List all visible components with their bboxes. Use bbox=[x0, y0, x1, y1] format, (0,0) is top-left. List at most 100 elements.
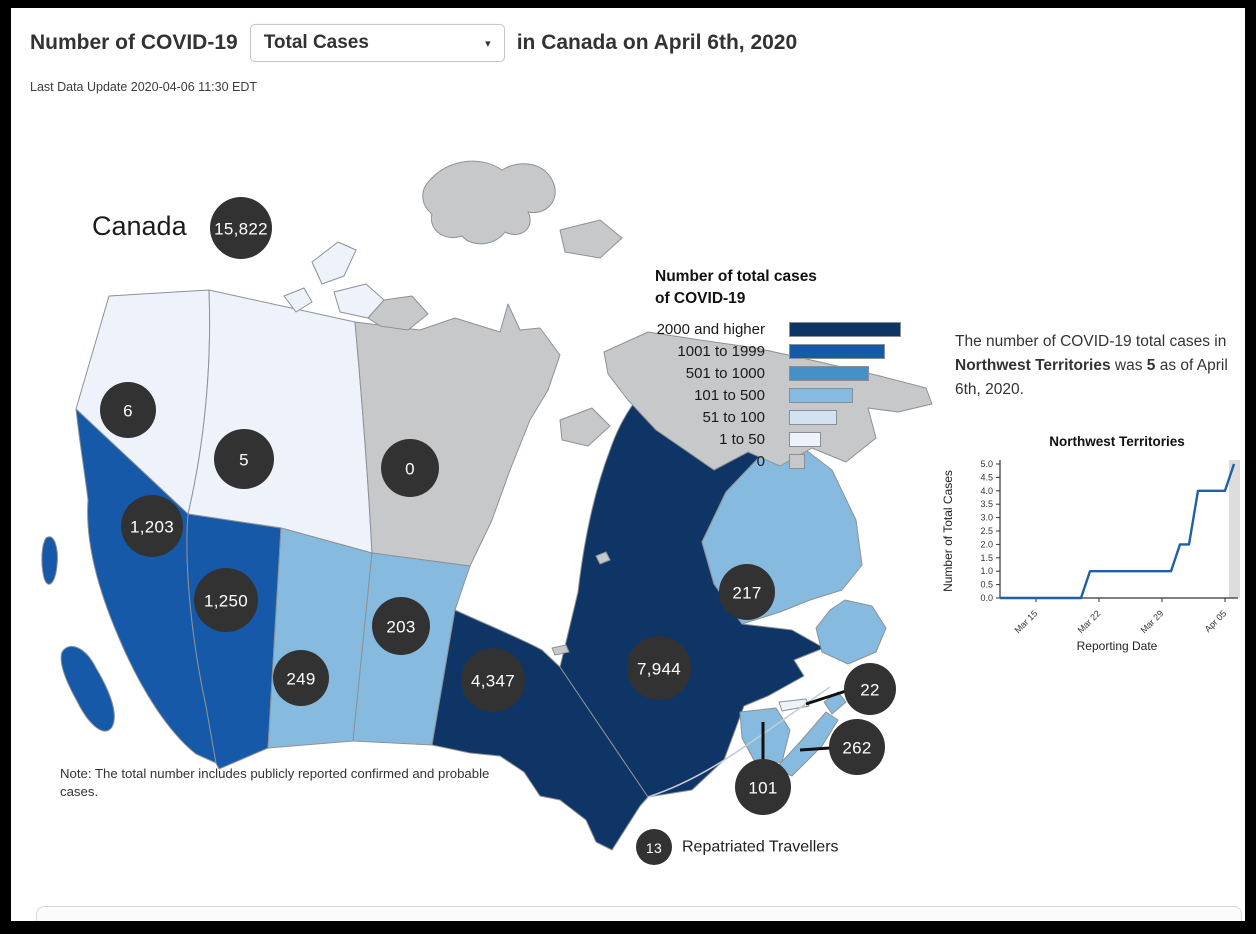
y-tick-label: 1.0 bbox=[980, 566, 993, 576]
metric-dropdown[interactable]: Total Cases ▾ bbox=[249, 24, 505, 62]
bubble-circle[interactable] bbox=[636, 829, 672, 865]
bubble-manitoba[interactable]: 203 bbox=[372, 597, 430, 655]
bubble-value: 4,347 bbox=[471, 672, 515, 691]
y-tick-label: 3.5 bbox=[980, 499, 993, 509]
bubble-circle[interactable] bbox=[210, 197, 272, 259]
bubble-value: 262 bbox=[842, 739, 871, 758]
chart-title: Northwest Territories bbox=[1049, 434, 1185, 449]
bubble-quebec[interactable]: 7,944 bbox=[627, 636, 691, 700]
y-tick-label: 3.0 bbox=[980, 513, 993, 523]
region-akimiski-island[interactable] bbox=[551, 644, 570, 656]
region-southampton-island[interactable] bbox=[559, 407, 611, 447]
bubble-newfoundland-and-labrador[interactable]: 217 bbox=[719, 564, 775, 620]
bubble-prince-edward-island[interactable]: 22 bbox=[805, 663, 896, 715]
bubble-circle[interactable] bbox=[121, 495, 183, 557]
st-lawrence-river bbox=[647, 686, 831, 798]
region-baffin-island[interactable] bbox=[603, 331, 933, 471]
bubble-british-columbia[interactable]: 1,203 bbox=[121, 495, 183, 557]
bubble-alberta[interactable]: 1,250 bbox=[194, 568, 258, 632]
repatriated-travellers-label: Repatriated Travellers bbox=[682, 839, 839, 856]
bubble-value: 13 bbox=[646, 840, 662, 856]
bubble-value: 249 bbox=[286, 670, 315, 689]
bubble-value: 15,822 bbox=[214, 220, 268, 239]
bubble-new-brunswick[interactable]: 101 bbox=[735, 722, 791, 815]
region-belcher-islands[interactable] bbox=[595, 551, 611, 565]
bubble-value: 203 bbox=[386, 618, 415, 637]
bubble-circle[interactable] bbox=[194, 568, 258, 632]
bubble-value: 22 bbox=[860, 681, 880, 700]
bubble-circle[interactable] bbox=[214, 429, 274, 489]
last-update-text: Last Data Update 2020-04-06 11:30 EDT bbox=[30, 80, 257, 94]
legend-swatch bbox=[789, 432, 821, 448]
legend-item-label: 51 to 100 bbox=[702, 409, 765, 427]
title-suffix: in Canada on April 6th, 2020 bbox=[516, 31, 798, 54]
x-tick-label: Mar 22 bbox=[1076, 608, 1103, 635]
y-tick-label: 2.5 bbox=[980, 526, 993, 536]
legend-swatch bbox=[789, 366, 869, 382]
country-total-label: Canada bbox=[92, 211, 187, 241]
region-arctic-archipelago[interactable] bbox=[422, 160, 556, 245]
bubble-circle[interactable] bbox=[100, 382, 156, 438]
bubble-saskatchewan[interactable]: 249 bbox=[273, 650, 329, 706]
legend-swatch bbox=[789, 388, 853, 404]
bubble-value: 6 bbox=[123, 402, 133, 421]
region-nwt-mainland[interactable] bbox=[187, 289, 373, 554]
chart-y-label: Number of Total Cases bbox=[941, 470, 955, 592]
y-tick-label: 4.0 bbox=[980, 486, 993, 496]
connector-line bbox=[799, 746, 831, 752]
region-pei[interactable] bbox=[778, 698, 810, 712]
bubble-value: 0 bbox=[405, 460, 415, 479]
bubble-circle[interactable] bbox=[829, 719, 885, 775]
bubble-circle[interactable] bbox=[844, 663, 896, 715]
region-newfoundland[interactable] bbox=[815, 599, 887, 665]
legend-item-label: 501 to 1000 bbox=[685, 365, 765, 383]
legend-item: 2000 and higher bbox=[630, 319, 960, 341]
x-tick-label: Mar 15 bbox=[1013, 608, 1040, 635]
bubble-value: 1,203 bbox=[130, 518, 174, 537]
bubble-circle[interactable] bbox=[735, 759, 791, 815]
chart-x-label: Reporting Date bbox=[1077, 639, 1158, 653]
bubble-ontario[interactable]: 4,347 bbox=[461, 648, 525, 712]
next-section-card[interactable] bbox=[36, 906, 1242, 921]
connector-line bbox=[805, 689, 847, 706]
y-tick-label: 0.0 bbox=[980, 593, 993, 603]
legend-item: 501 to 1000 bbox=[630, 363, 960, 385]
latest-date-band bbox=[1229, 460, 1240, 598]
region-nunavut-mainland[interactable] bbox=[354, 303, 561, 567]
bubble-repatriated-travellers[interactable]: 13 Repatriated Travellers bbox=[636, 829, 839, 865]
legend-swatch bbox=[789, 454, 805, 470]
bubble-canada[interactable]: 15,822 bbox=[210, 197, 272, 259]
region-devon-island[interactable] bbox=[559, 219, 623, 259]
bubble-circle[interactable] bbox=[627, 636, 691, 700]
legend-item: 101 to 500 bbox=[630, 385, 960, 407]
region-banks-island[interactable] bbox=[311, 241, 357, 285]
bubble-circle[interactable] bbox=[461, 648, 525, 712]
title-prefix: Number of COVID-19 bbox=[30, 31, 238, 54]
region-new-brunswick[interactable] bbox=[739, 707, 791, 765]
bubble-circle[interactable] bbox=[719, 564, 775, 620]
dashboard-page: Number of COVID-19 Total Cases ▾ in Cana… bbox=[11, 8, 1245, 921]
bubble-circle[interactable] bbox=[381, 439, 439, 497]
bubble-yukon[interactable]: 6 bbox=[100, 382, 156, 438]
region-vancouver-island[interactable] bbox=[60, 646, 115, 732]
region-nova-scotia[interactable] bbox=[775, 711, 839, 777]
region-summary-text: The number of COVID-19 total cases in No… bbox=[955, 332, 1228, 398]
bubble-circle[interactable] bbox=[372, 597, 430, 655]
region-prince-patrick-island[interactable] bbox=[283, 287, 313, 313]
y-tick-label: 0.5 bbox=[980, 580, 993, 590]
bubble-circle[interactable] bbox=[273, 650, 329, 706]
legend-item-label: 101 to 500 bbox=[694, 387, 765, 405]
legend-item-label: 0 bbox=[756, 453, 765, 471]
bubble-nunavut[interactable]: 0 bbox=[381, 439, 439, 497]
y-tick-label: 2.0 bbox=[980, 539, 993, 549]
map-legend: Number of total cases of COVID-19 2000 a… bbox=[630, 266, 960, 473]
legend-item-label: 1001 to 1999 bbox=[677, 343, 765, 361]
bubble-value: 1,250 bbox=[204, 592, 248, 611]
region-haida-gwaii[interactable] bbox=[41, 536, 58, 585]
region-victoria-island-east[interactable] bbox=[367, 295, 429, 331]
x-tick-label: Apr 05 bbox=[1203, 608, 1229, 634]
legend-title: Number of total cases of COVID-19 bbox=[655, 268, 817, 308]
bubble-northwest-territories[interactable]: 5 bbox=[214, 429, 274, 489]
bubble-nova-scotia[interactable]: 262 bbox=[799, 719, 885, 775]
legend-item-label: 2000 and higher bbox=[656, 321, 765, 339]
